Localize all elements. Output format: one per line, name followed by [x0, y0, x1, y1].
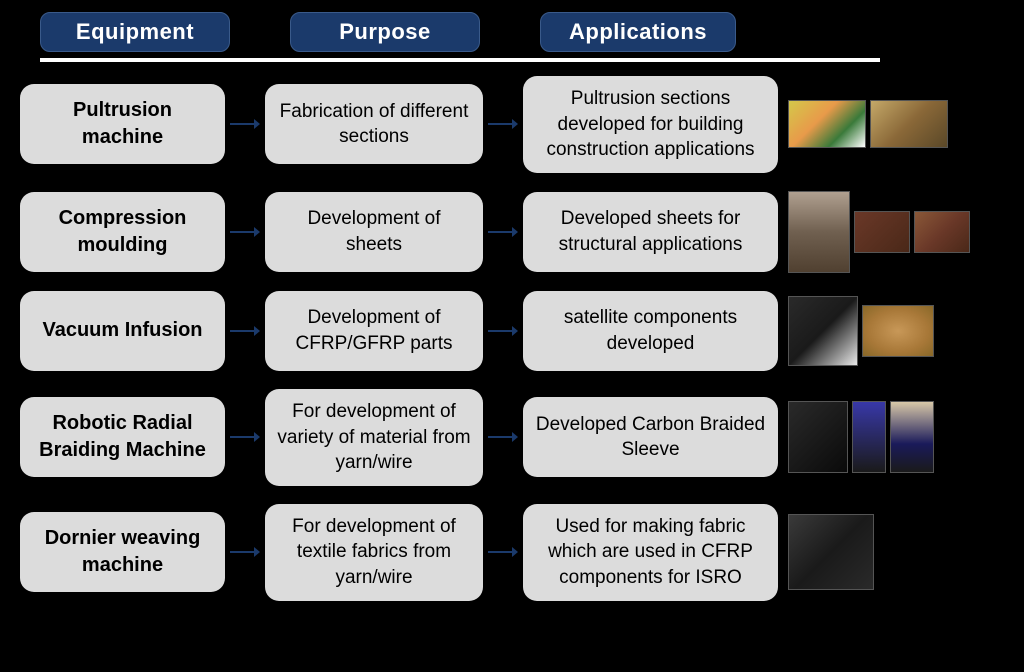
- example-image: [854, 211, 910, 253]
- equipment-cell: Vacuum Infusion: [20, 291, 225, 371]
- equipment-cell: Pultrusion machine: [20, 84, 225, 164]
- equipment-cell: Dornier weaving machine: [20, 512, 225, 592]
- example-image: [890, 401, 934, 473]
- arrow-right-icon: [225, 545, 265, 559]
- table-row: Vacuum Infusion Development of CFRP/GFRP …: [10, 291, 1014, 371]
- image-group: [788, 100, 978, 148]
- example-image: [788, 100, 866, 148]
- arrow-right-icon: [483, 117, 523, 131]
- equipment-cell: Robotic Radial Braiding Machine: [20, 397, 225, 477]
- purpose-cell: For development of textile fabrics from …: [265, 504, 483, 601]
- image-group: [788, 191, 978, 273]
- application-cell: Pultrusion sections developed for buildi…: [523, 76, 778, 173]
- rows-container: Pultrusion machine Fabrication of differe…: [10, 76, 1014, 601]
- example-image: [788, 296, 858, 366]
- purpose-cell: For development of variety of material f…: [265, 389, 483, 486]
- purpose-cell: Development of sheets: [265, 192, 483, 272]
- header-divider: [40, 58, 880, 62]
- arrow-right-icon: [483, 225, 523, 239]
- arrow-right-icon: [225, 430, 265, 444]
- application-cell: Developed Carbon Braided Sleeve: [523, 397, 778, 477]
- example-image: [788, 191, 850, 273]
- arrow-right-icon: [483, 324, 523, 338]
- arrow-right-icon: [483, 545, 523, 559]
- equipment-cell: Compression moulding: [20, 192, 225, 272]
- example-image: [852, 401, 886, 473]
- table-row: Robotic Radial Braiding Machine For devel…: [10, 389, 1014, 486]
- application-cell: Developed sheets for structural applicat…: [523, 192, 778, 272]
- table-row: Compression moulding Development of sheet…: [10, 191, 1014, 273]
- example-image: [788, 514, 874, 590]
- arrow-right-icon: [225, 225, 265, 239]
- arrow-right-icon: [225, 324, 265, 338]
- example-image: [914, 211, 970, 253]
- header-row: Equipment Purpose Applications: [10, 12, 1014, 52]
- image-group: [788, 296, 978, 366]
- header-purpose: Purpose: [290, 12, 480, 52]
- header-equipment: Equipment: [40, 12, 230, 52]
- header-applications: Applications: [540, 12, 736, 52]
- table-row: Dornier weaving machine For development o…: [10, 504, 1014, 601]
- image-group: [788, 514, 978, 590]
- application-cell: Used for making fabric which are used in…: [523, 504, 778, 601]
- application-cell: satellite components developed: [523, 291, 778, 371]
- purpose-cell: Fabrication of different sections: [265, 84, 483, 164]
- example-image: [862, 305, 934, 357]
- purpose-cell: Development of CFRP/GFRP parts: [265, 291, 483, 371]
- example-image: [788, 401, 848, 473]
- image-group: [788, 401, 978, 473]
- example-image: [870, 100, 948, 148]
- arrow-right-icon: [225, 117, 265, 131]
- arrow-right-icon: [483, 430, 523, 444]
- table-row: Pultrusion machine Fabrication of differe…: [10, 76, 1014, 173]
